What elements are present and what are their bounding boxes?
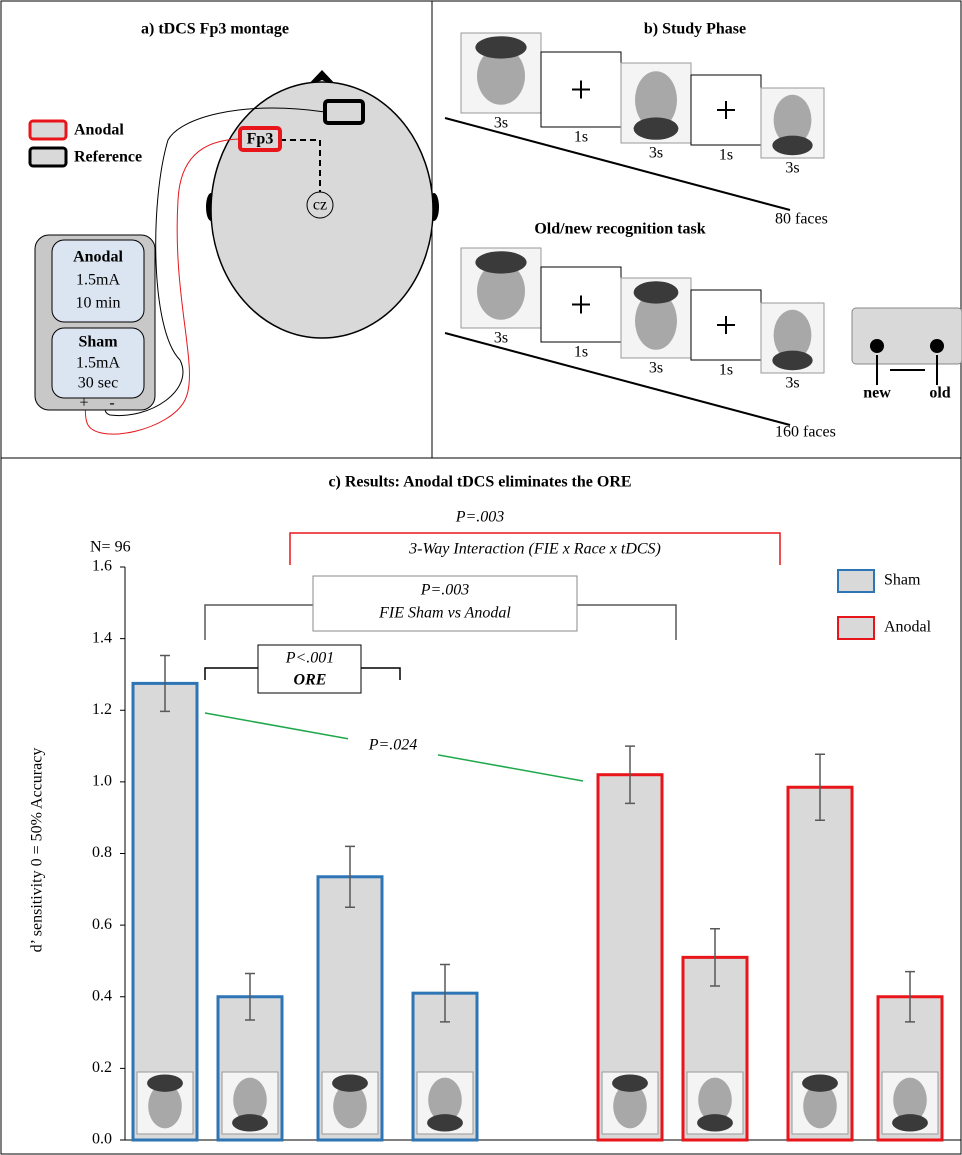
duration: 1s xyxy=(574,129,588,146)
panel-title: a) tDCS Fp3 montage xyxy=(141,21,289,38)
legend-label: Anodal xyxy=(74,122,124,139)
duration: 3s xyxy=(649,145,663,162)
key xyxy=(870,339,884,353)
legend-swatch xyxy=(30,121,66,139)
setting-name: Sham xyxy=(78,334,118,351)
hair xyxy=(475,251,526,273)
key xyxy=(930,339,944,353)
y-tick-label: 0.6 xyxy=(92,916,112,933)
setting-current: 1.5mA xyxy=(76,272,120,289)
legend-swatch xyxy=(838,617,874,639)
duration: 1s xyxy=(719,147,733,164)
y-tick-label: 1.6 xyxy=(92,558,112,575)
reference-electrode xyxy=(325,101,363,123)
trial-count: 80 faces xyxy=(775,211,828,228)
annotation: 3-Way Interaction (FIE x Race x tDCS) xyxy=(408,541,661,558)
annotation: FIE Sham vs Anodal xyxy=(378,605,511,622)
response-label: old xyxy=(929,385,950,402)
hair xyxy=(232,1114,268,1131)
p-value: P<.001 xyxy=(285,650,335,667)
duration: 3s xyxy=(785,375,799,392)
trial-count: 160 faces xyxy=(775,424,836,441)
y-tick-label: 0.2 xyxy=(92,1059,112,1076)
y-tick-label: 1.0 xyxy=(92,773,112,790)
setting-duration: 30 sec xyxy=(78,375,118,392)
panel-title: b) Study Phase xyxy=(644,21,746,38)
duration: 1s xyxy=(574,344,588,361)
y-tick-label: 1.4 xyxy=(92,629,112,646)
hair xyxy=(612,1074,648,1091)
chart-title: c) Results: Anodal tDCS eliminates the O… xyxy=(328,474,631,491)
hair xyxy=(147,1074,183,1091)
p-value: P=.003 xyxy=(420,582,470,599)
duration: 3s xyxy=(494,115,508,132)
hair xyxy=(772,136,812,156)
figure: a) tDCS Fp3 montage cz Fp3 Anodal Refere… xyxy=(0,0,962,1155)
y-tick-label: 0.8 xyxy=(92,844,112,861)
terminal: - xyxy=(109,395,114,412)
y-tick-label: 0.4 xyxy=(92,987,112,1004)
hair xyxy=(427,1114,463,1131)
hair xyxy=(697,1114,733,1131)
legend-swatch xyxy=(30,148,66,166)
cz-label: cz xyxy=(313,197,327,214)
hair xyxy=(332,1074,368,1091)
y-tick-label: 0.0 xyxy=(92,1131,112,1148)
keyboard xyxy=(852,308,962,364)
legend-swatch xyxy=(838,570,874,592)
legend-label: Anodal xyxy=(884,619,932,636)
terminal: + xyxy=(79,395,88,412)
duration: 1s xyxy=(719,362,733,379)
panel-subtitle: Old/new recognition task xyxy=(534,221,705,238)
duration: 3s xyxy=(785,160,799,177)
hair xyxy=(772,351,812,371)
setting-duration: 10 min xyxy=(76,295,121,312)
y-axis-label: d’ sensitivity 0 = 50% Accuracy xyxy=(29,748,46,953)
response-label: new xyxy=(863,385,891,402)
hair xyxy=(634,117,679,139)
setting-current: 1.5mA xyxy=(76,355,120,372)
electrode-label: Fp3 xyxy=(247,131,274,148)
hair xyxy=(475,36,526,58)
p-value: P=.024 xyxy=(368,737,418,754)
p-value: P=.003 xyxy=(455,509,505,526)
hair xyxy=(634,281,679,303)
legend-label: Reference xyxy=(74,149,142,166)
annotation: ORE xyxy=(294,672,327,689)
hair xyxy=(892,1114,928,1131)
page: a) tDCS Fp3 montage cz Fp3 Anodal Refere… xyxy=(0,0,962,1155)
y-tick-label: 1.2 xyxy=(92,701,112,718)
hair xyxy=(802,1074,838,1091)
duration: 3s xyxy=(494,330,508,347)
sample-size: N= 96 xyxy=(90,539,131,556)
setting-name: Anodal xyxy=(73,249,123,266)
duration: 3s xyxy=(649,360,663,377)
plot-layer: 0.0 0.2 0.4 0.6 0.8 1.0 1.2 1.4 1.6 Sham Anodal xyxy=(92,558,942,1148)
legend-label: Sham xyxy=(884,572,921,589)
